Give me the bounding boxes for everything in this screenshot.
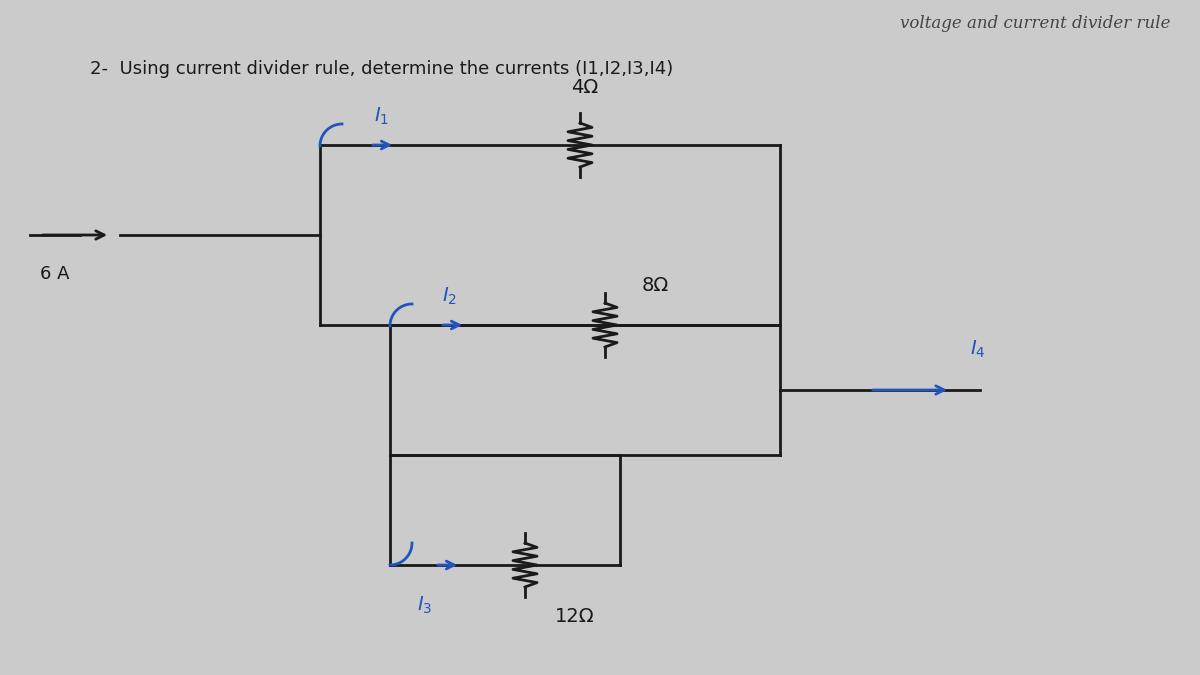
Text: $I_3$: $I_3$ (418, 595, 433, 616)
Text: $I_1$: $I_1$ (374, 106, 390, 127)
Text: $I_2$: $I_2$ (443, 286, 457, 307)
Text: 6 A: 6 A (41, 265, 70, 283)
Text: 2-  Using current divider rule, determine the currents (I1,I2,I3,I4): 2- Using current divider rule, determine… (90, 60, 673, 78)
Text: 4Ω: 4Ω (571, 78, 599, 97)
Text: $I_4$: $I_4$ (970, 339, 985, 360)
Text: voltage and current divider rule: voltage and current divider rule (900, 15, 1170, 32)
Text: 12Ω: 12Ω (556, 607, 595, 626)
Text: 8Ω: 8Ω (641, 276, 668, 295)
